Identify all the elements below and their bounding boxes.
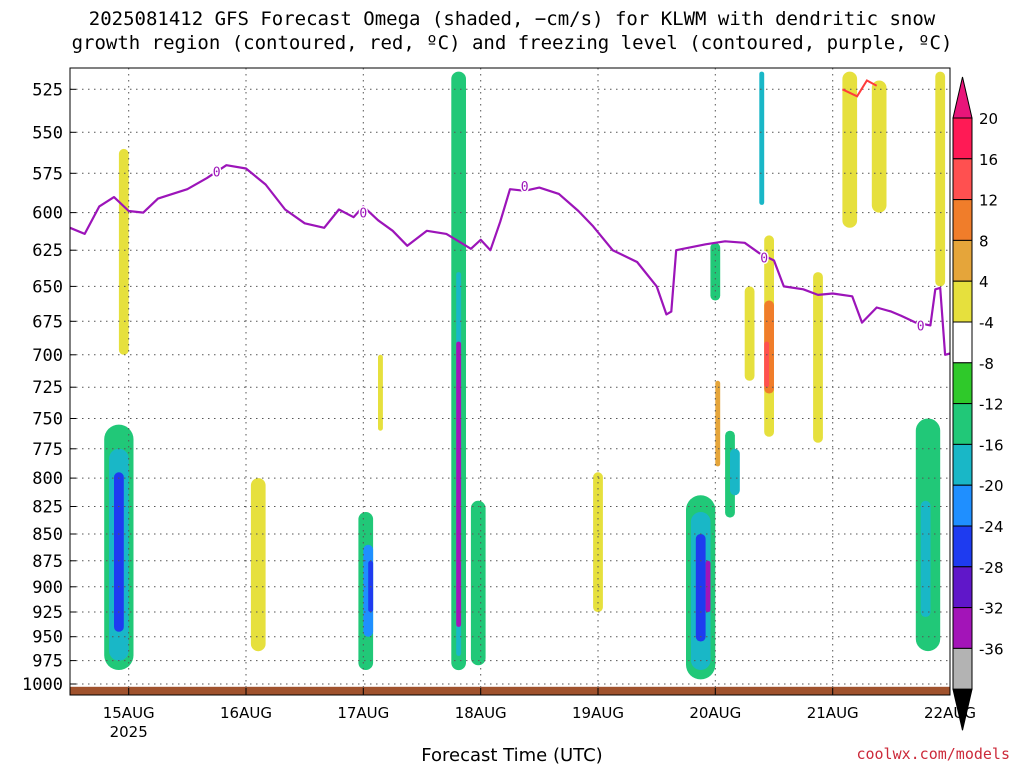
colorbar-label-12: 12 <box>979 192 998 210</box>
y-tick-label-525: 525 <box>32 80 63 100</box>
omega-region-17 <box>705 560 711 613</box>
omega-region-19 <box>715 380 721 467</box>
y-tick-label-800: 800 <box>32 469 63 489</box>
freezing-level-contour-label: 0 <box>359 207 367 222</box>
omega-region-18 <box>710 242 721 301</box>
omega-region-12 <box>470 500 486 666</box>
omega-region-32 <box>935 71 946 287</box>
freezing-level-contour-label: 0 <box>917 319 925 334</box>
omega-region-27 <box>813 272 823 443</box>
colorbar-label-4: 4 <box>979 273 989 291</box>
omega-region-8 <box>378 354 383 431</box>
x-tick-label-18AUG: 18AUG <box>455 704 507 722</box>
x-tick-label-21AUG: 21AUG <box>807 704 859 722</box>
omega-region-22 <box>744 286 755 381</box>
omega-region-16 <box>695 534 706 642</box>
time-axis: 15AUG 16AUG 17AUG 18AUG 19AUG 20AUG 21AUG 22AUG… <box>103 688 976 741</box>
grid-lines <box>70 68 950 695</box>
y-tick-label-750: 750 <box>32 410 63 430</box>
y-tick-label-825: 825 <box>32 498 63 518</box>
colorbar-label--24: -24 <box>979 518 1004 536</box>
colorbar-box-0 <box>952 117 973 160</box>
y-tick-label-625: 625 <box>32 241 63 261</box>
colorbar-bottom-arrow <box>952 688 973 731</box>
y-tick-label-550: 550 <box>32 123 63 143</box>
y-tick-label-575: 575 <box>32 164 63 184</box>
omega-region-4 <box>250 478 266 652</box>
colorbar-label--28: -28 <box>979 559 1004 577</box>
x-tick-label-19AUG: 19AUG <box>572 704 624 722</box>
y-tick-label-1000: 1000 <box>22 675 63 695</box>
y-tick-label-950: 950 <box>32 628 63 648</box>
omega-region-29 <box>871 80 887 213</box>
omega-region-0 <box>118 148 129 355</box>
colorbar-box-8 <box>952 443 973 486</box>
source-credit: coolwx.com/models <box>856 745 1010 763</box>
colorbar-box-13 <box>952 647 973 690</box>
omega-region-11 <box>456 341 462 627</box>
x-axis-label: Forecast Time (UTC) <box>421 745 603 766</box>
colorbar-box-10 <box>952 525 973 568</box>
y-tick-label-900: 900 <box>32 578 63 598</box>
omega-region-3 <box>114 472 124 632</box>
colorbar-label--12: -12 <box>979 396 1004 414</box>
x-year-label: 2025 <box>110 723 148 741</box>
x-tick-label-15AUG: 15AUG <box>103 704 155 722</box>
y-tick-label-850: 850 <box>32 525 63 545</box>
surface-terrain <box>70 686 950 695</box>
colorbar-label--20: -20 <box>979 477 1004 495</box>
y-tick-label-600: 600 <box>32 204 63 224</box>
omega-region-21 <box>730 448 740 496</box>
colorbar-box-11 <box>952 566 973 609</box>
omega-region-31 <box>920 500 931 617</box>
surface-terrain-layer <box>70 686 950 695</box>
y-tick-label-925: 925 <box>32 603 63 623</box>
colorbar-box-3 <box>952 239 973 282</box>
y-tick-label-725: 725 <box>32 378 63 398</box>
colorbar-box-4 <box>952 280 973 323</box>
colorbar-label--36: -36 <box>979 640 1004 658</box>
colorbar-box-9 <box>952 484 973 527</box>
colorbar-label--32: -32 <box>979 600 1004 618</box>
colorbar-label--8: -8 <box>979 355 994 373</box>
colorbar-box-7 <box>952 403 973 445</box>
colorbar: 20 16 12 8 4 -4 -8 -12 -16 -20 -24 -28 -32 -36 <box>952 76 1004 731</box>
colorbar-box-5 <box>952 321 973 364</box>
omega-region-26 <box>759 71 765 205</box>
y-tick-label-975: 975 <box>32 652 63 672</box>
freezing-level-contour-label: 0 <box>213 166 221 181</box>
chart-title-line-2: growth region (contoured, red, ºC) and f… <box>71 32 953 54</box>
freezing-level-line <box>69 164 951 356</box>
colorbar-label-8: 8 <box>979 232 989 250</box>
y-tick-label-675: 675 <box>32 312 63 332</box>
colorbar-label--16: -16 <box>979 436 1004 454</box>
dgz-contour-line <box>841 79 878 98</box>
x-tick-label-20AUG: 20AUG <box>689 704 741 722</box>
colorbar-label-20: 20 <box>979 110 998 128</box>
colorbar-label-16: 16 <box>979 151 998 169</box>
dendritic-growth-layer <box>841 79 878 98</box>
freezing-level-layer: 0 0 0 0 0 <box>69 164 951 356</box>
omega-region-25 <box>764 341 770 388</box>
x-tick-label-17AUG: 17AUG <box>337 704 389 722</box>
chart-title-line-1: 2025081412 GFS Forecast Omega (shaded, −… <box>88 8 936 30</box>
freezing-level-contour-label: 0 <box>521 180 529 195</box>
colorbar-top-arrow <box>952 76 973 119</box>
pressure-axis: 525 550 575 600 625 650 675 700 725 750 775 800 825 8… <box>22 80 76 695</box>
colorbar-box-2 <box>952 199 973 241</box>
colorbar-box-12 <box>952 607 973 649</box>
y-tick-label-775: 775 <box>32 440 63 460</box>
plot-frame <box>69 67 951 696</box>
y-tick-label-650: 650 <box>32 277 63 297</box>
omega-region-28 <box>842 71 858 228</box>
x-tick-label-16AUG: 16AUG <box>220 704 272 722</box>
colorbar-box-6 <box>952 362 973 405</box>
y-tick-label-875: 875 <box>32 552 63 572</box>
freezing-level-contour-label: 0 <box>760 252 768 267</box>
colorbar-box-1 <box>952 158 973 201</box>
omega-shading-layer <box>104 71 946 680</box>
y-tick-label-700: 700 <box>32 346 63 366</box>
colorbar-label--4: -4 <box>979 314 994 332</box>
